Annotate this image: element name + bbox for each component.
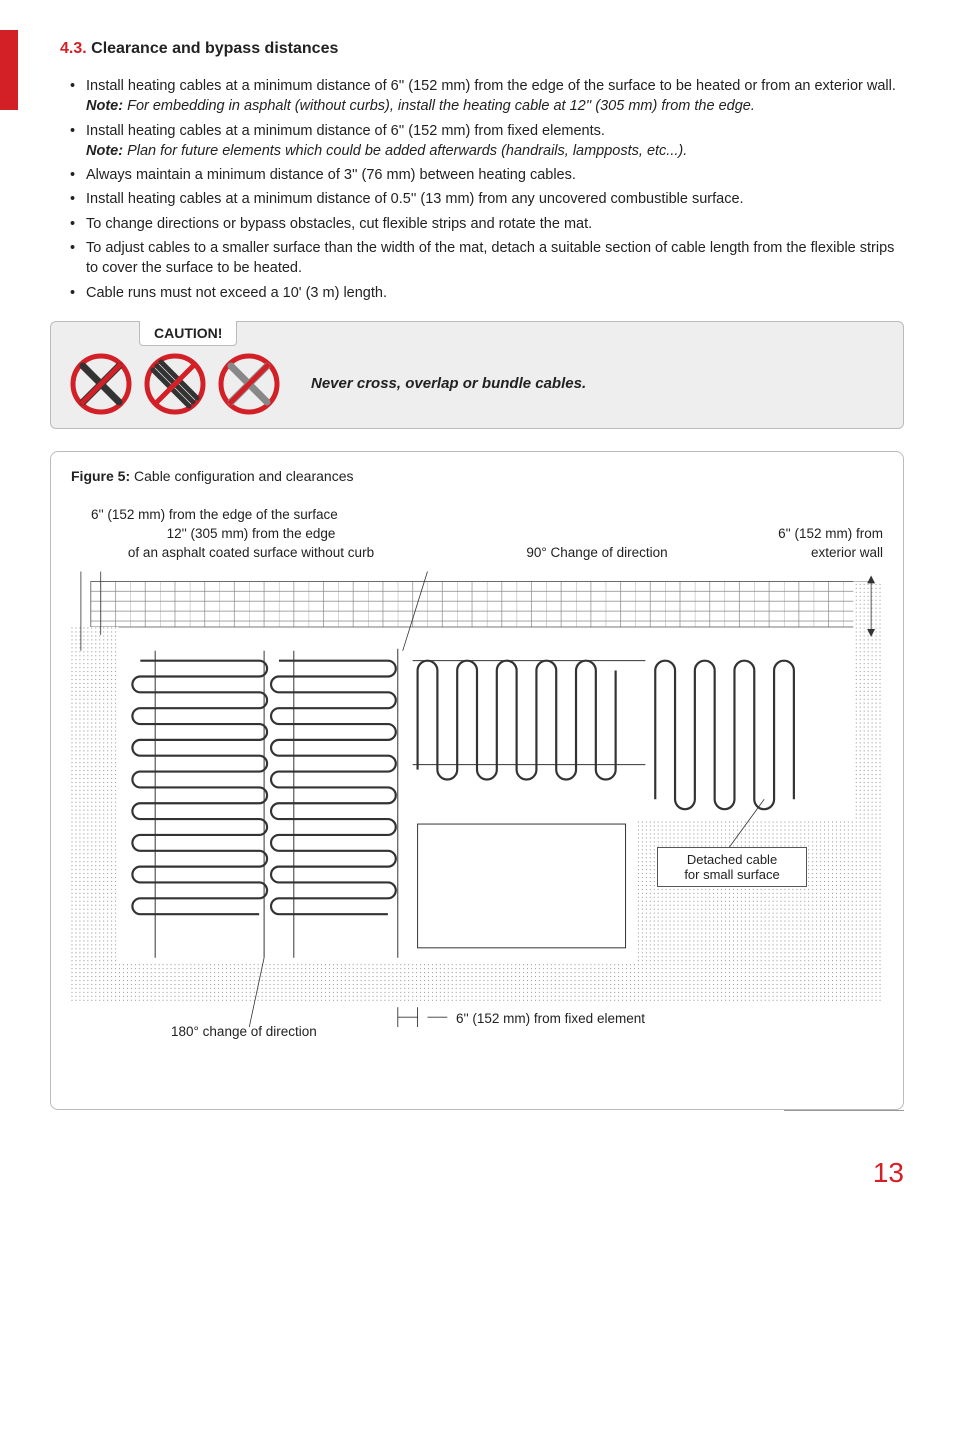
- no-overlap-cables-icon: [143, 352, 207, 416]
- label-180deg: 180° change of direction: [171, 1024, 317, 1039]
- note-label: Note:: [86, 143, 127, 159]
- bullet-list: Install heating cables at a minimum dist…: [70, 76, 904, 303]
- caution-box: CAUTION! Never cross, overlap or bundle …: [50, 321, 904, 429]
- bullet-text: Install heating cables at a minimum dist…: [86, 78, 896, 94]
- figure-title-text: Cable configuration and clearances: [134, 468, 353, 484]
- bullet-item: Install heating cables at a minimum dist…: [70, 121, 904, 162]
- figure-box: Figure 5: Cable configuration and cleara…: [50, 451, 904, 1110]
- figure-title: Figure 5: Cable configuration and cleara…: [71, 468, 883, 484]
- figure-top-labels: 6'' (152 mm) from the edge of the surfac…: [71, 506, 883, 563]
- label-asphalt-2: of an asphalt coated surface without cur…: [128, 545, 374, 560]
- section-heading: 4.3. Clearance and bypass distances: [60, 40, 904, 58]
- figure-title-prefix: Figure 5:: [71, 468, 134, 484]
- label-wall-2: exterior wall: [811, 545, 883, 560]
- caution-text: Never cross, overlap or bundle cables.: [311, 375, 586, 392]
- bullet-item: Always maintain a minimum distance of 3'…: [70, 165, 904, 185]
- bullet-text: Cable runs must not exceed a 10' (3 m) l…: [86, 285, 387, 301]
- note-text: Plan for future elements which could be …: [127, 143, 687, 159]
- bullet-text: Always maintain a minimum distance of 3'…: [86, 167, 576, 183]
- label-wall-1: 6'' (152 mm) from: [778, 526, 883, 541]
- label-detached-1: Detached cable: [687, 852, 777, 867]
- bullet-item: Install heating cables at a minimum dist…: [70, 189, 904, 209]
- caution-content: Never cross, overlap or bundle cables.: [69, 352, 885, 416]
- page-footer: 13: [50, 1110, 904, 1189]
- label-detached-box: Detached cable for small surface: [657, 847, 807, 887]
- label-edge: 6'' (152 mm) from the edge of the surfac…: [91, 506, 883, 525]
- bullet-text: To adjust cables to a smaller surface th…: [86, 240, 894, 276]
- bullet-text: To change directions or bypass obstacles…: [86, 216, 592, 232]
- note-label: Note:: [86, 98, 127, 114]
- label-fixed: 6'' (152 mm) from fixed element: [456, 1011, 645, 1026]
- bullet-item: Cable runs must not exceed a 10' (3 m) l…: [70, 283, 904, 303]
- bullet-text: Install heating cables at a minimum dist…: [86, 191, 744, 207]
- bullet-item: To change directions or bypass obstacles…: [70, 214, 904, 234]
- section-number: 4.3.: [60, 40, 87, 57]
- label-90deg: 90° Change of direction: [526, 545, 667, 560]
- bullet-text: Install heating cables at a minimum dist…: [86, 123, 605, 139]
- note-text: For embedding in asphalt (without curbs)…: [127, 98, 755, 114]
- label-asphalt-1: 12'' (305 mm) from the edge: [167, 526, 336, 541]
- page: 4.3. Clearance and bypass distances Inst…: [0, 0, 954, 1219]
- diagram-area: Detached cable for small surface 180° ch…: [71, 569, 883, 1089]
- bullet-item: Install heating cables at a minimum dist…: [70, 76, 904, 117]
- no-bundle-cables-icon: [217, 352, 281, 416]
- bullet-item: To adjust cables to a smaller surface th…: [70, 238, 904, 279]
- caution-tag: CAUTION!: [139, 321, 237, 346]
- label-detached-2: for small surface: [684, 867, 779, 882]
- page-number: 13: [50, 1151, 904, 1189]
- section-title: Clearance and bypass distances: [87, 40, 339, 57]
- red-side-tab: [0, 30, 18, 110]
- no-cross-cables-icon: [69, 352, 133, 416]
